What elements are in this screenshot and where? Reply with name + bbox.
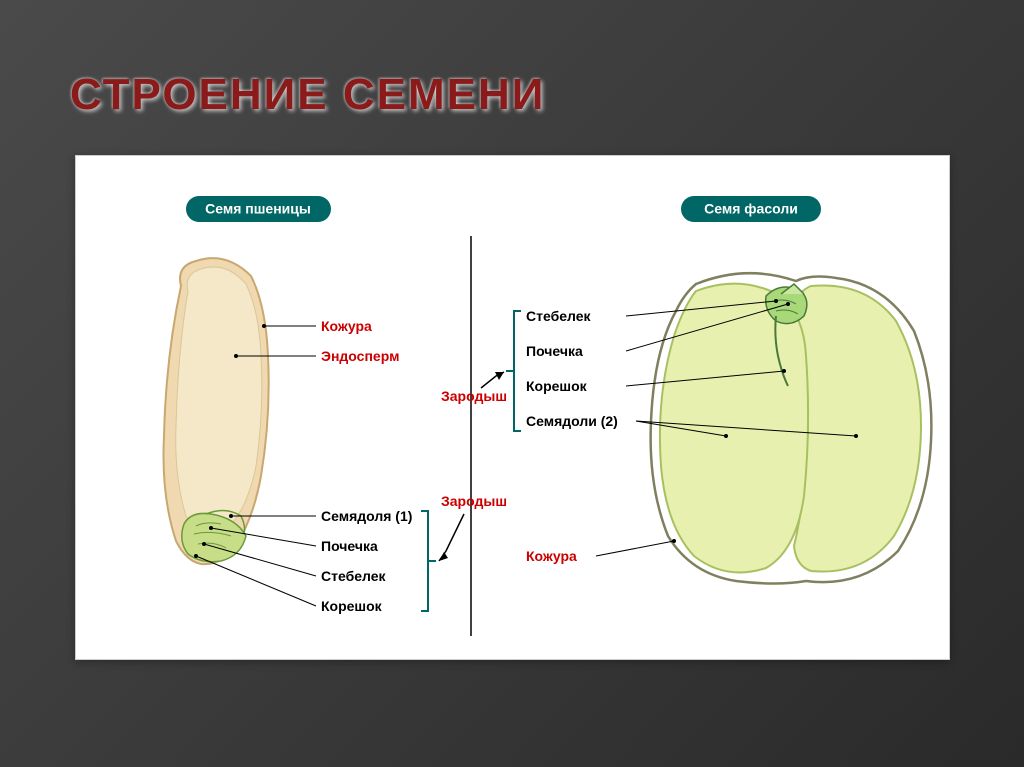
seed-diagram: Семя пшеницы Семя фасоли Кожура Эндоспер… <box>75 155 950 660</box>
wheat-label-stebelek: Стебелек <box>321 568 386 584</box>
bean-bottom-labels: Кожура <box>526 539 676 564</box>
wheat-label-pochechka: Почечка <box>321 538 378 554</box>
bean-label-stebelek: Стебелек <box>526 308 591 324</box>
wheat-header-text: Семя пшеницы <box>205 201 311 217</box>
svg-text:Зародыш: Зародыш <box>441 388 507 404</box>
bean-embryo-arrow: Зародыш <box>441 372 507 404</box>
wheat-label-endosperm: Эндосперм <box>321 348 399 364</box>
wheat-label-koreshok: Корешок <box>321 598 383 614</box>
bean-label-pochechka: Почечка <box>526 343 583 359</box>
bean-label-semyadoli: Семядоли (2) <box>526 413 618 429</box>
svg-text:Зародыш: Зародыш <box>441 493 507 509</box>
bean-label-kozhura: Кожура <box>526 548 577 564</box>
slide-title: СТРОЕНИЕ СЕМЕНИ <box>70 70 545 120</box>
bean-seed <box>651 273 932 583</box>
wheat-seed <box>164 258 269 564</box>
wheat-embryo-arrow: Зародыш <box>439 493 507 561</box>
bean-header-text: Семя фасоли <box>704 201 798 217</box>
wheat-label-kozhura: Кожура <box>321 318 372 334</box>
bean-label-koreshok: Корешок <box>526 378 588 394</box>
wheat-label-semyadolya: Семядоля (1) <box>321 508 412 524</box>
